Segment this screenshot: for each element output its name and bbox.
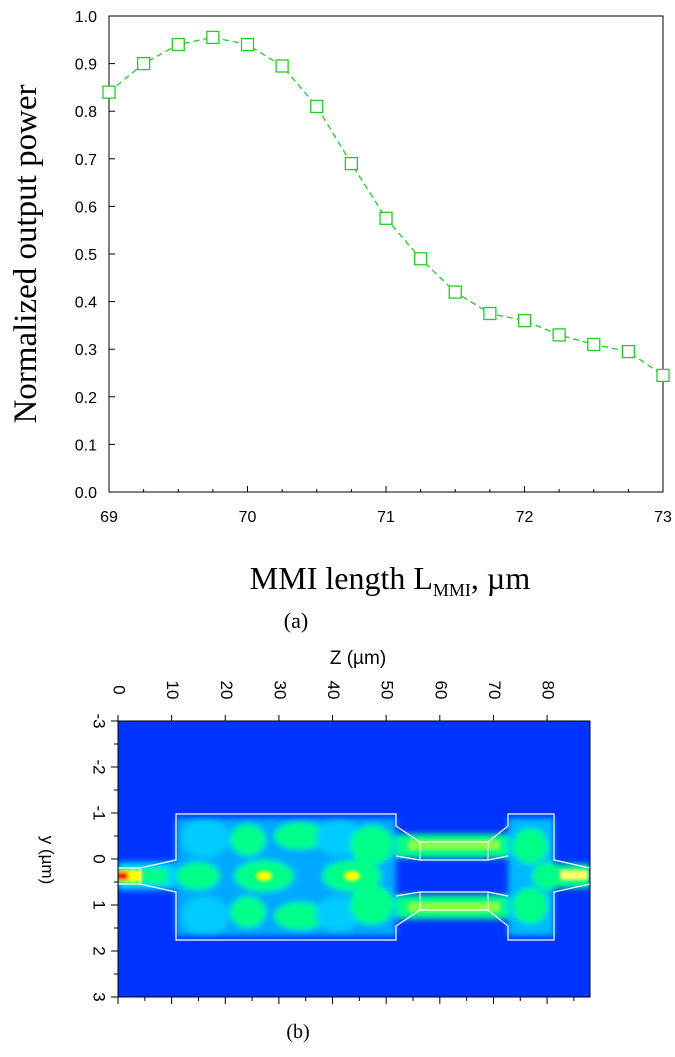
x-tick-label: 69 bbox=[100, 509, 118, 526]
data-point bbox=[448, 285, 462, 299]
y-tick-label: 0.9 bbox=[75, 57, 97, 74]
x-tick-label: 71 bbox=[377, 509, 395, 526]
y-tick-label: 0.7 bbox=[75, 152, 97, 169]
y-tick-label: 0.5 bbox=[75, 247, 97, 264]
z-tick-label: 50 bbox=[378, 681, 397, 700]
y-tick-label-b: -1 bbox=[90, 805, 109, 820]
data-point bbox=[275, 59, 289, 73]
data-point bbox=[517, 313, 532, 328]
panel-a-caption: (a) bbox=[284, 608, 308, 633]
y-tick-label-b: 2 bbox=[90, 946, 109, 955]
x-axis-label-unit: , µm bbox=[471, 560, 530, 596]
data-point bbox=[552, 328, 566, 342]
series-line bbox=[108, 36, 664, 376]
data-point bbox=[379, 211, 393, 225]
z-tick-label: 0 bbox=[110, 685, 129, 694]
data-point bbox=[171, 37, 185, 52]
heatmap-frame bbox=[117, 720, 591, 998]
data-point bbox=[136, 56, 151, 71]
z-axis-label: Z (µm) bbox=[330, 648, 386, 669]
y-axis-ticks: 0.0 0.1 0.2 0.3 0.4 0.5 0.6 0.7 0.8 0.9 1.0 bbox=[75, 9, 115, 502]
y-tick-label: 0.1 bbox=[75, 437, 97, 454]
panel-b-caption: (b) bbox=[286, 1021, 309, 1043]
data-point bbox=[587, 337, 601, 352]
z-tick-label: 80 bbox=[539, 681, 558, 700]
heatmap-hotspots bbox=[118, 840, 588, 912]
data-point bbox=[483, 306, 497, 321]
data-point bbox=[344, 156, 359, 171]
x-axis-ticks: 69 70 71 72 73 bbox=[100, 486, 672, 526]
z-axis-ticks: 0 10 20 30 40 50 60 70 80 bbox=[110, 681, 575, 1004]
data-point bbox=[240, 37, 255, 52]
y-tick-label: 0.8 bbox=[75, 104, 97, 121]
z-tick-label: 60 bbox=[431, 681, 450, 700]
y-tick-label-b: 1 bbox=[90, 900, 109, 909]
x-tick-label: 70 bbox=[239, 509, 257, 526]
x-axis-label-main: MMI length L bbox=[250, 560, 433, 596]
x-axis-label-subscript: MMI bbox=[433, 580, 471, 600]
y-tick-label-b: -3 bbox=[90, 713, 109, 728]
x-tick-label: 73 bbox=[654, 509, 672, 526]
y-tick-label-b: -2 bbox=[90, 759, 109, 774]
data-point bbox=[656, 368, 670, 383]
y-tick-label: 0.0 bbox=[75, 485, 97, 502]
z-tick-label: 10 bbox=[163, 681, 182, 700]
y-tick-label: 0.2 bbox=[75, 390, 97, 407]
plot-frame bbox=[108, 15, 664, 493]
data-point bbox=[621, 344, 636, 359]
z-tick-label: 30 bbox=[270, 681, 289, 700]
z-tick-label: 40 bbox=[324, 681, 343, 700]
y-tick-label: 1.0 bbox=[75, 9, 97, 26]
y-tick-label-b: 3 bbox=[90, 992, 109, 1001]
y-tick-label-b: 0 bbox=[90, 854, 109, 863]
panel-b-field-map: Z (µm) 0 10 20 30 40 50 60 70 80 -3 -2 -1 0 1 2 3 y (µ… bbox=[38, 648, 591, 1043]
x-axis-label: MMI length LMMI, µm bbox=[250, 560, 531, 600]
y-axis-label: Normalized output power bbox=[8, 84, 44, 423]
data-point bbox=[413, 252, 428, 266]
data-point bbox=[310, 99, 324, 114]
y-axis-label-b: y (µm) bbox=[38, 836, 57, 885]
y-tick-label: 0.3 bbox=[75, 342, 97, 359]
field-heatmap bbox=[118, 721, 590, 997]
y-axis-ticks-b: -3 -2 -1 0 1 2 3 bbox=[90, 713, 118, 1002]
panel-a-line-chart: 0.0 0.1 0.2 0.3 0.4 0.5 0.6 0.7 0.8 0.9 1.0 69 70 71… bbox=[8, 9, 672, 633]
series-markers bbox=[102, 30, 670, 383]
z-tick-label: 20 bbox=[217, 681, 236, 700]
y-tick-label: 0.4 bbox=[75, 295, 97, 312]
y-tick-label: 0.6 bbox=[75, 199, 97, 216]
data-point bbox=[206, 30, 220, 45]
x-tick-label: 72 bbox=[516, 509, 534, 526]
data-point bbox=[102, 85, 116, 99]
z-tick-label: 70 bbox=[485, 681, 504, 700]
